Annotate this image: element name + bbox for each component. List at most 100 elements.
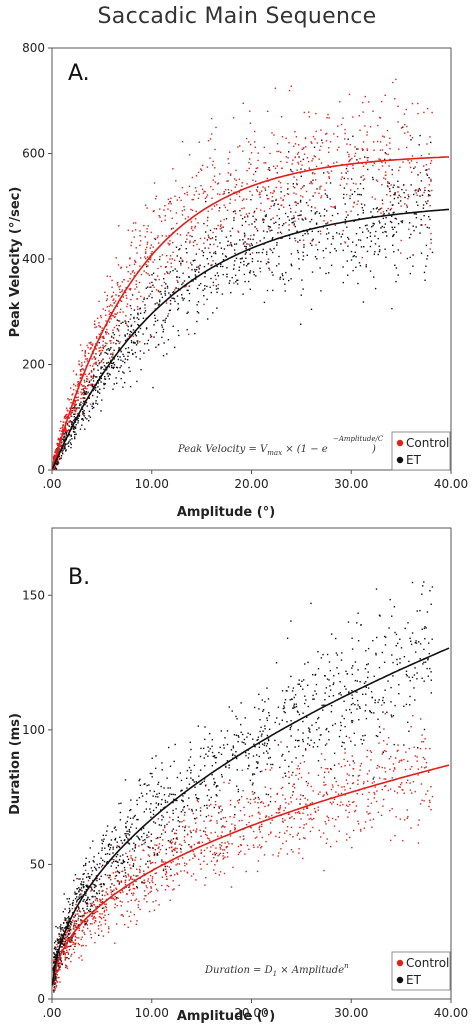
data-point-et [91,889,93,891]
data-point-control [99,325,101,328]
data-point-et [290,278,292,280]
data-point-et [257,762,259,765]
data-point-control [258,828,261,831]
data-point-et [283,707,286,709]
data-point-et [302,158,305,161]
data-point-et [241,741,243,743]
figure-title: Saccadic Main Sequence [97,4,377,29]
data-point-et [139,784,141,786]
data-point-control [238,178,241,180]
data-point-control [128,879,130,881]
data-point-control [354,146,356,148]
data-point-et [332,724,334,727]
data-point-control [127,901,129,903]
data-point-control [210,186,212,188]
data-point-et [312,746,314,748]
data-point-control [270,796,272,798]
data-point-control [101,329,103,332]
data-point-et [365,693,367,695]
data-point-control [167,313,170,315]
data-point-et [233,217,235,219]
data-point-control [64,934,67,937]
data-point-et [199,755,202,758]
data-point-et [146,836,148,839]
data-point-control [66,937,68,939]
data-point-control [114,313,116,315]
data-point-et [118,348,120,350]
data-point-et [87,885,89,887]
data-point-et [147,860,149,863]
data-point-control [116,312,119,314]
data-point-control [325,823,327,825]
data-point-et [267,698,270,700]
data-point-et [116,846,118,849]
data-point-et [133,341,135,343]
data-point-et [139,308,141,310]
data-point-control [60,445,62,447]
data-point-control [55,979,57,981]
data-point-control [136,298,139,300]
data-point-et [185,248,187,250]
data-point-control [88,373,90,375]
data-point-et [125,322,127,325]
data-point-et [136,342,139,344]
data-point-control [135,880,137,883]
data-point-control [108,874,110,877]
data-point-et [112,362,114,365]
data-point-et [135,344,138,346]
data-point-control [59,981,61,983]
data-point-control [55,971,57,973]
data-point-control [336,149,339,151]
data-point-et [85,884,87,887]
data-point-et [314,212,317,214]
data-point-control [89,923,92,925]
data-point-et [338,735,341,738]
data-point-et [62,447,64,449]
data-point-et [62,929,64,931]
data-point-et [298,156,300,158]
data-point-control [425,762,428,764]
data-point-control [193,194,195,196]
data-point-et [384,248,386,250]
data-point-et [414,667,416,669]
data-point-control [300,818,302,820]
data-point-control [428,184,430,186]
data-point-et [212,312,214,314]
data-point-control [263,854,266,856]
data-point-control [138,291,140,293]
data-point-et [329,685,331,687]
data-point-et [54,961,56,963]
data-point-control [130,920,132,922]
data-point-control [245,213,248,215]
data-point-et [71,939,73,941]
data-point-et [168,292,170,294]
data-point-et [388,627,390,629]
data-point-et [101,839,103,841]
data-point-control [129,864,131,866]
data-point-control [110,340,112,342]
data-point-et [397,180,399,182]
data-point-control [83,361,86,363]
data-point-et [52,989,55,991]
data-point-et [289,237,291,240]
data-point-et [403,744,405,746]
data-point-control [143,843,145,845]
data-point-et [85,392,87,394]
data-point-control [215,847,217,849]
data-point-control [88,372,91,375]
data-point-et [82,900,84,902]
data-point-control [77,381,80,383]
data-point-control [108,313,111,315]
data-point-et [66,923,68,925]
data-point-et [64,445,66,448]
data-point-control [129,318,131,320]
data-point-control [335,780,337,783]
data-point-et [253,234,255,236]
data-point-et [156,854,159,856]
data-point-et [358,706,361,708]
data-point-control [219,844,221,846]
data-point-control [348,153,350,156]
data-point-et [265,793,268,795]
data-point-et [339,681,341,683]
